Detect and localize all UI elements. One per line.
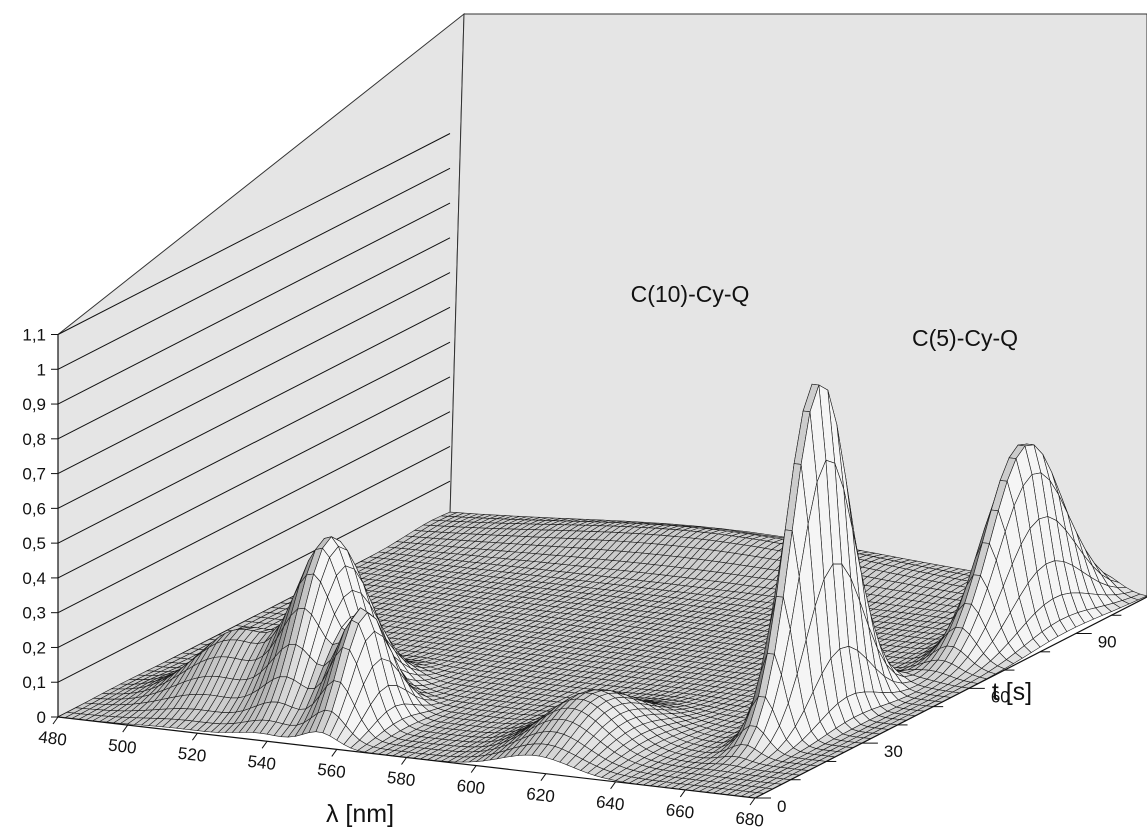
x-tick-label: 680: [734, 808, 764, 828]
z-gridline: [57, 133, 451, 335]
x-tick-label: 560: [316, 760, 346, 782]
z-tick-label: 0,1: [22, 673, 46, 692]
y-tick-label: 60: [991, 687, 1010, 706]
x-tick-label: 520: [177, 744, 207, 766]
chart-axes: 0 0,1 0,2 0,3 0,4 0,5 0,6 0,7 0,8 0,9 1 1,1 480 500 52…: [22, 326, 1147, 828]
z-tick-label: 0,8: [22, 430, 46, 449]
z-tick-label: 0,5: [22, 534, 46, 553]
x-tick-label: 620: [525, 784, 555, 806]
x-tick-label: 540: [247, 752, 277, 774]
x-tick-label: 500: [107, 735, 137, 757]
z-tick-label: 1: [37, 360, 46, 379]
x-axis-title: λ [nm]: [326, 800, 394, 828]
x-tick-label: 600: [456, 776, 486, 798]
z-tick-label: 1,1: [22, 326, 46, 345]
peak-label-c10: C(10)-Cy-Q: [631, 281, 750, 307]
z-tick-label: 0,6: [22, 499, 46, 518]
y-axis: [754, 596, 1147, 799]
peak-label-c5: C(5)-Cy-Q: [912, 325, 1018, 351]
z-tick-label: 0,7: [22, 465, 46, 484]
y-tick-label: 90: [1098, 633, 1117, 652]
z-tick-label: 0: [37, 708, 46, 727]
z-tick-label: 0,9: [22, 395, 46, 414]
surface-mesh: [57, 383, 1147, 799]
z-tick-label: 0,3: [22, 604, 46, 623]
z-gridline: [57, 376, 451, 579]
z-gridline: [57, 341, 451, 544]
x-tick-label: 640: [595, 792, 625, 814]
z-gridline: [57, 272, 451, 475]
y-tick-label: 30: [884, 742, 903, 761]
x-tick-label: 580: [386, 768, 416, 790]
z-tick-label: 0,2: [22, 638, 46, 657]
z-gridline: [57, 237, 451, 440]
y-axis-title: t [s]: [992, 678, 1032, 706]
chart-labels: λ [nm] t [s] C(10)-Cy-Q C(5)-Cy-Q: [326, 281, 1032, 828]
x-tick-label: 660: [665, 800, 695, 822]
z-gridline: [57, 306, 451, 509]
z-gridline: [57, 167, 451, 370]
x-tick-label: 480: [37, 727, 67, 749]
z-gridline: [57, 411, 451, 614]
z-gridline: [57, 202, 451, 405]
z-tick-label: 0,4: [22, 569, 46, 588]
y-tick-label: 0: [777, 797, 786, 816]
chart-walls: [57, 12, 1147, 718]
z-gridline: [57, 480, 451, 683]
z-gridline: [57, 446, 451, 648]
